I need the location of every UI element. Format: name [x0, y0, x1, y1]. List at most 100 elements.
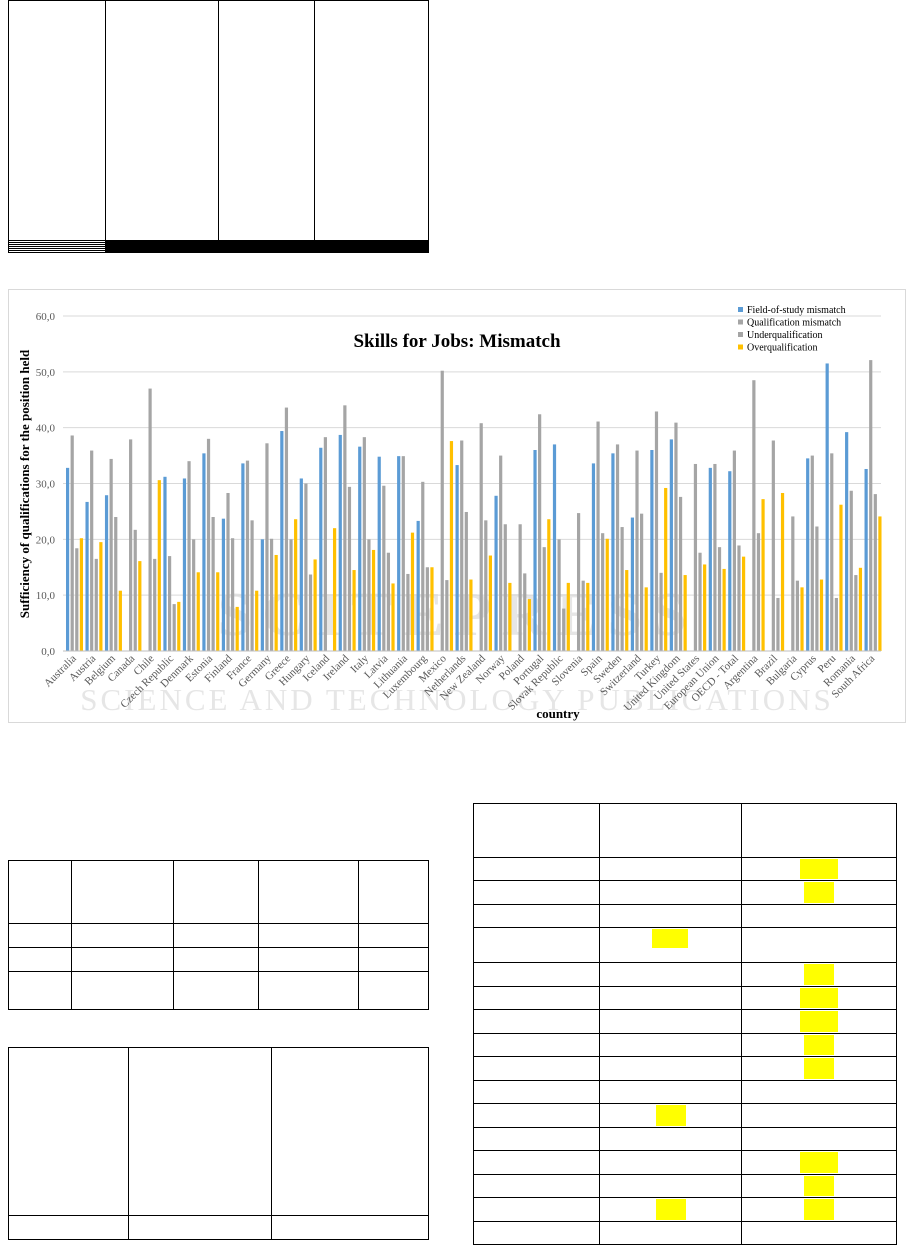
bar-underqualification — [94, 558, 98, 651]
table-cell — [741, 1079, 897, 1104]
bar-underqualification — [114, 517, 118, 651]
bar-overqualification — [605, 538, 609, 651]
chart-title: Skills for Jobs: Mismatch — [353, 331, 561, 352]
table-cell — [258, 947, 359, 972]
table-cell — [599, 1032, 742, 1057]
bar-underqualification — [347, 486, 352, 651]
bar-field-of-study — [397, 456, 401, 651]
table-row — [473, 1056, 897, 1081]
bar-overqualification — [625, 570, 629, 651]
bar-overqualification — [79, 538, 83, 651]
bar-field-of-study — [358, 446, 362, 651]
bar-underqualification — [503, 524, 507, 651]
bar-underqualification — [386, 552, 391, 651]
bar-underqualification — [211, 517, 215, 651]
bar-underqualification — [153, 558, 157, 651]
table-cell — [258, 971, 359, 1010]
bar-overqualification — [741, 556, 746, 651]
table-cell — [71, 860, 174, 924]
bar-underqualification — [640, 513, 644, 651]
table-cell — [741, 1220, 897, 1245]
table-cell — [473, 1103, 600, 1128]
bar-field-of-study — [845, 432, 849, 651]
table-cell — [599, 803, 742, 858]
bar-qualification — [129, 439, 133, 651]
bar-underqualification — [834, 597, 838, 651]
bar-field-of-study — [163, 476, 167, 651]
watermark-subtext: SCIENCE AND TECHNOLOGY PUBLICATIONS — [80, 682, 833, 717]
bar-overqualification — [780, 492, 785, 651]
legend-entry: Qualification mismatch — [747, 318, 841, 329]
table-cell — [358, 860, 429, 924]
bar-overqualification — [664, 487, 668, 651]
table-cell — [8, 1047, 129, 1216]
bar-field-of-study — [260, 539, 264, 651]
highlight-mark — [800, 987, 838, 1008]
table-cell — [128, 1215, 272, 1240]
table-cell — [741, 1009, 897, 1034]
bar-qualification — [830, 453, 834, 651]
mismatch-chart: SCITEPRESSSCIENCE AND TECHNOLOGY PUBLICA… — [8, 289, 906, 723]
table-cell — [473, 1032, 600, 1057]
right-table — [473, 803, 897, 1245]
bar-field-of-study — [630, 517, 635, 651]
table-row — [473, 903, 897, 928]
bar-overqualification — [644, 587, 648, 651]
bar-qualification — [323, 437, 327, 651]
bar-underqualification — [601, 533, 605, 651]
bar-underqualification — [542, 547, 546, 651]
bar-underqualification — [250, 520, 254, 651]
bar-field-of-study — [241, 463, 245, 651]
y-tick-label: 0,0 — [41, 646, 55, 658]
bar-field-of-study — [182, 478, 187, 651]
bar-underqualification — [406, 573, 410, 651]
bar-underqualification — [620, 527, 624, 651]
bar-overqualification — [430, 567, 434, 651]
table-cell — [473, 1150, 600, 1175]
bar-underqualification — [698, 552, 702, 651]
table-row — [473, 1079, 897, 1104]
table-row — [473, 985, 897, 1010]
highlight-mark — [800, 858, 838, 879]
bar-qualification — [849, 490, 853, 651]
bar-overqualification — [391, 583, 395, 651]
table-cell — [599, 856, 742, 881]
table-cell — [741, 1032, 897, 1057]
table-cell — [599, 1126, 742, 1151]
table-row — [473, 880, 897, 905]
bar-field-of-study — [611, 453, 615, 651]
top-table — [8, 0, 429, 253]
bar-overqualification — [371, 549, 376, 651]
highlight-mark — [804, 1199, 834, 1220]
table-row — [473, 1009, 897, 1034]
bar-overqualification — [527, 599, 531, 651]
bar-overqualification — [99, 542, 103, 651]
table-cell — [473, 1197, 600, 1222]
bar-underqualification — [562, 608, 566, 651]
bar-overqualification — [839, 504, 843, 651]
bar-overqualification — [177, 601, 181, 651]
table-cell — [741, 985, 897, 1010]
highlight-mark — [804, 1058, 834, 1079]
legend-swatch — [738, 307, 743, 312]
table-row — [473, 803, 897, 858]
y-tick-label: 10,0 — [36, 590, 56, 602]
bar-overqualification — [274, 554, 278, 651]
table-row — [473, 1197, 897, 1222]
y-tick-label: 50,0 — [36, 367, 56, 379]
table-cell — [599, 1103, 742, 1128]
bar-underqualification — [678, 496, 683, 651]
bar-qualification — [771, 440, 775, 651]
table-cell — [473, 856, 600, 881]
x-axis-label: country — [536, 706, 580, 721]
bar-qualification — [693, 463, 698, 651]
table-row — [473, 1173, 897, 1198]
table-cell — [218, 251, 315, 253]
bar-overqualification — [761, 499, 765, 651]
bar-field-of-study — [494, 495, 498, 651]
bar-field-of-study — [280, 431, 284, 651]
table-cell — [473, 1009, 600, 1034]
bar-qualification — [401, 456, 405, 651]
table-cell — [8, 923, 72, 948]
bar-qualification — [206, 438, 211, 651]
